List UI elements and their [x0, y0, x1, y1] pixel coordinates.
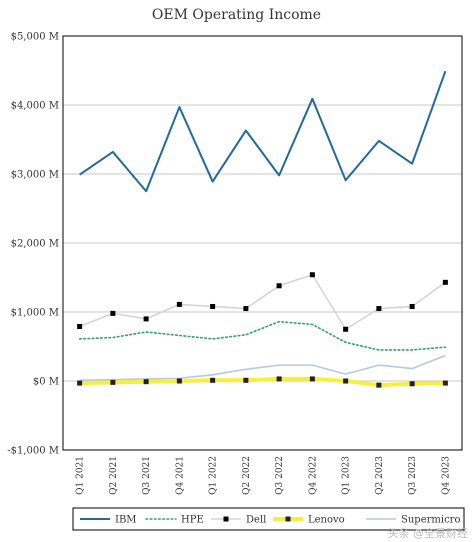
- y-tick-label: $2,000 M: [11, 239, 59, 250]
- legend-item-supermicro: Supermicro: [366, 515, 460, 526]
- data-point: [143, 316, 149, 322]
- y-tick-label: $3,000 M: [11, 170, 59, 181]
- y-tick-label: $1,000 M: [11, 308, 59, 319]
- legend-label: IBM: [115, 515, 137, 526]
- watermark-text: 头条 @全景财经: [388, 526, 469, 540]
- data-point: [276, 376, 282, 382]
- series-hpe: [78, 320, 447, 351]
- x-tick-label: Q1 2022: [209, 456, 219, 495]
- legend-label: Dell: [246, 515, 266, 526]
- chart-title: OEM Operating Income: [152, 7, 321, 23]
- data-point: [376, 306, 382, 312]
- x-tick-label: Q3 2023: [408, 456, 418, 495]
- x-tick-label: Q2 2023: [375, 456, 385, 495]
- legend-item-dell: Dell: [211, 515, 266, 526]
- legend-label: Supermicro: [401, 515, 460, 526]
- data-point: [210, 303, 216, 309]
- data-point: [309, 376, 315, 382]
- legend-marker: [285, 516, 291, 522]
- data-point: [176, 378, 182, 384]
- data-point: [376, 382, 382, 388]
- data-point: [442, 380, 448, 386]
- legend-marker: [223, 516, 229, 522]
- legend: IBM HPE Dell Lenovo Supermicro: [80, 515, 460, 526]
- y-tick-label: $5,000 M: [11, 32, 59, 43]
- data-point: [110, 310, 116, 316]
- legend-item-hpe: HPE: [145, 515, 204, 526]
- series-layer: [77, 70, 448, 388]
- x-tick-label: Q2 2022: [242, 456, 252, 495]
- legend-label: HPE: [181, 515, 204, 526]
- plot-frame: [62, 35, 463, 451]
- y-axis-ticks: $5,000 M $4,000 M $3,000 M $2,000 M $1,000 M…: [7, 32, 59, 457]
- x-tick-label: Q1 2023: [342, 456, 352, 495]
- x-tick-label: Q4 2023: [441, 456, 451, 495]
- data-point: [243, 377, 249, 383]
- y-tick-label: $0 M: [33, 377, 59, 388]
- data-point: [110, 379, 116, 385]
- data-point: [309, 272, 315, 278]
- series-line-dell: [79, 273, 446, 331]
- series-dell: [77, 272, 448, 332]
- data-point: [243, 306, 249, 312]
- series-line-hpe: [78, 320, 447, 351]
- data-point: [442, 279, 448, 285]
- data-point: [409, 303, 415, 309]
- legend-item-lenovo: Lenovo: [273, 515, 345, 526]
- x-tick-label: Q4 2021: [175, 456, 185, 495]
- data-point: [409, 381, 415, 387]
- x-tick-label: Q2 2021: [109, 456, 119, 495]
- grid-lines: [63, 35, 462, 451]
- data-point: [343, 326, 349, 332]
- data-point: [210, 377, 216, 383]
- legend-label: Lenovo: [308, 515, 345, 526]
- series-line-supermicro: [79, 354, 446, 382]
- data-point: [143, 379, 149, 385]
- x-tick-label: Q3 2021: [142, 456, 152, 495]
- data-point: [276, 283, 282, 289]
- legend-box: [72, 507, 465, 531]
- y-tick-label: $4,000 M: [11, 101, 59, 112]
- series-lenovo: [77, 376, 448, 388]
- series-line-ibm: [79, 70, 447, 193]
- data-point: [77, 323, 83, 329]
- series-line-lenovo: [79, 376, 446, 388]
- legend-item-ibm: IBM: [80, 515, 137, 526]
- x-axis-ticks: Q1 2021 Q2 2021 Q3 2021 Q4 2021 Q1 2022 Q2 20…: [76, 456, 452, 495]
- y-tick-label: -$1,000 M: [7, 446, 59, 457]
- series-supermicro: [79, 354, 446, 382]
- x-tick-label: Q3 2022: [275, 456, 285, 495]
- data-point: [77, 380, 83, 386]
- series-ibm: [79, 70, 447, 193]
- data-point: [343, 378, 349, 384]
- x-tick-label: Q1 2021: [76, 456, 86, 495]
- data-point: [176, 301, 182, 307]
- x-tick-label: Q4 2022: [308, 456, 318, 495]
